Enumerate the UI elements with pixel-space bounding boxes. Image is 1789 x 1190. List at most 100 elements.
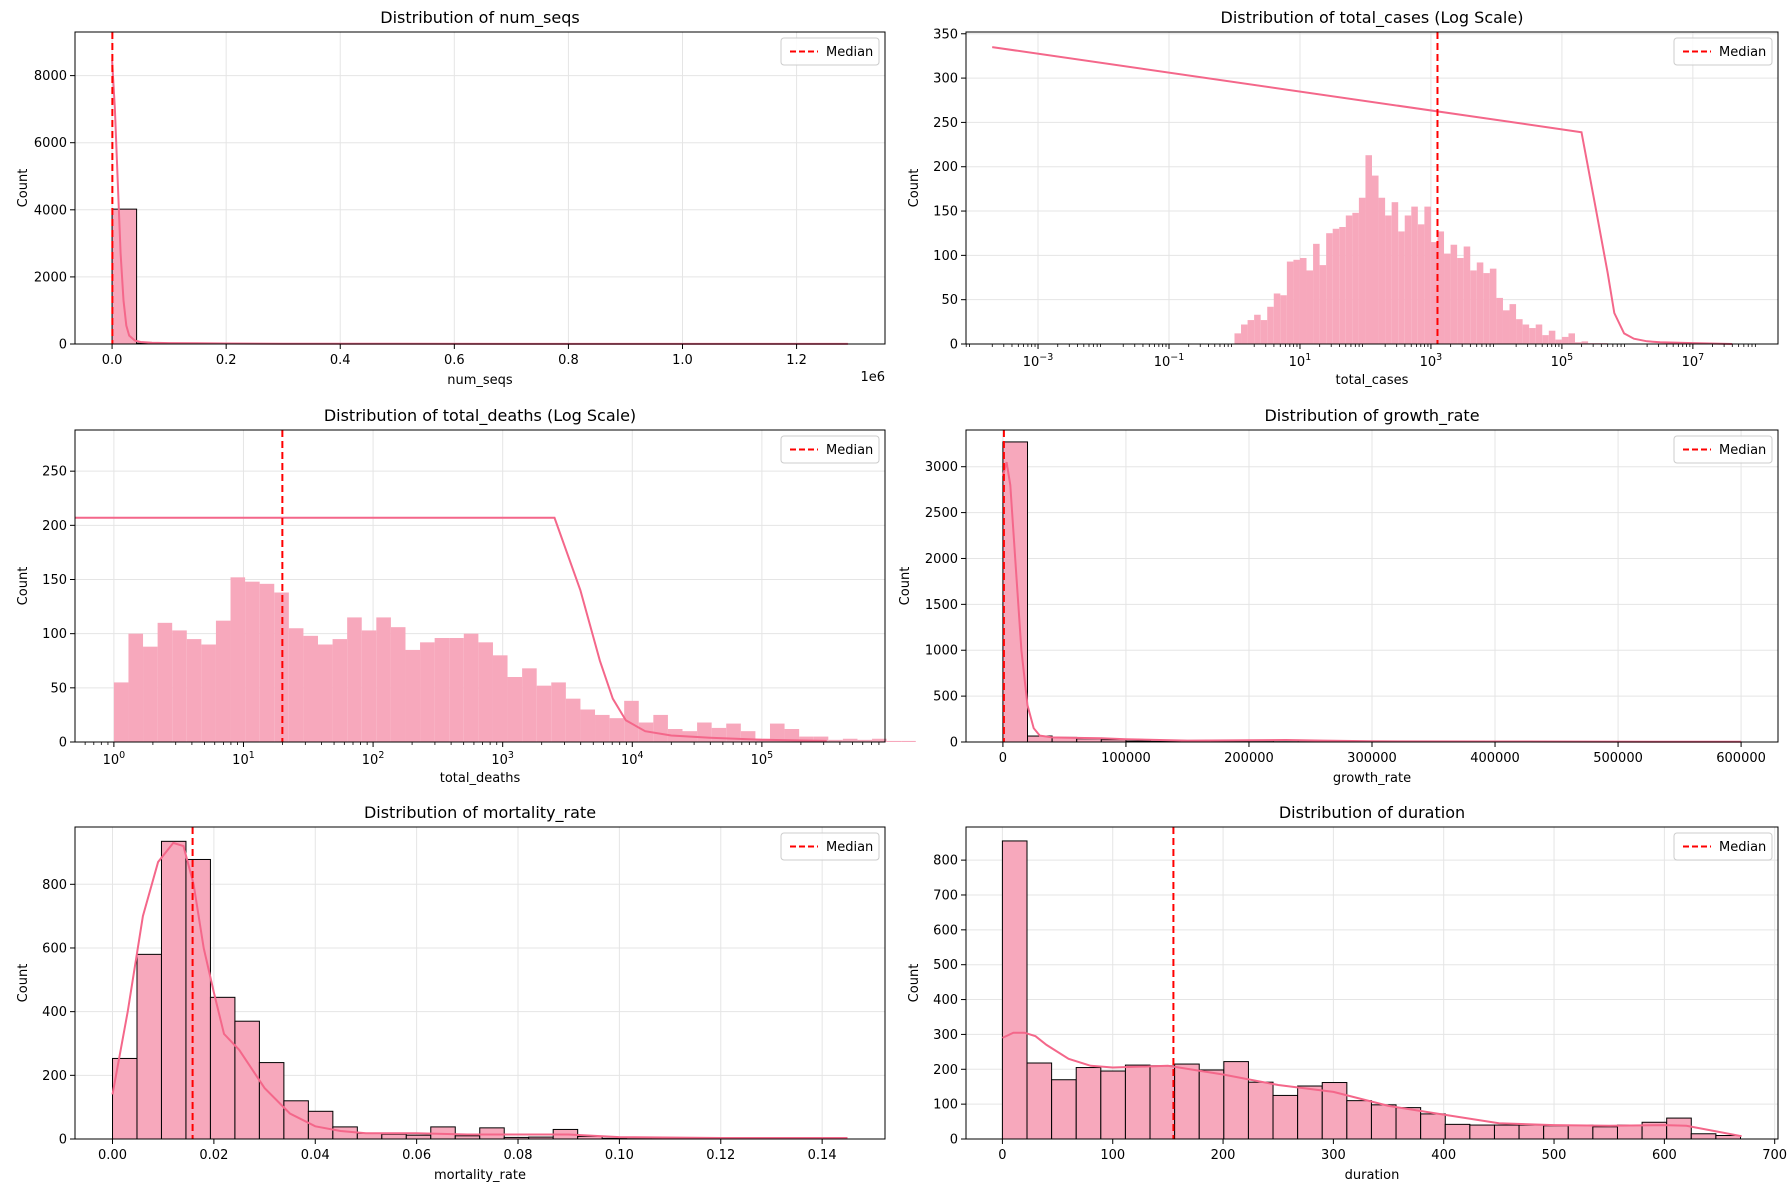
histogram-bar bbox=[1424, 206, 1431, 344]
histogram-bar bbox=[420, 642, 435, 742]
subplot-total-deaths: 100 101 102 103 104 105 0 50 100 150 200 250 Distri… bbox=[16, 406, 916, 786]
histogram-bar bbox=[111, 208, 138, 345]
histogram-bar bbox=[1002, 441, 1029, 743]
histogram-bar bbox=[1332, 228, 1340, 344]
y-axis-label: Count bbox=[16, 567, 31, 606]
histogram-bar bbox=[1247, 1081, 1274, 1140]
histogram-bar bbox=[258, 1062, 285, 1140]
y-tick-label: 0 bbox=[950, 736, 958, 751]
histogram-bar bbox=[1254, 314, 1261, 344]
histogram-bar bbox=[1398, 231, 1405, 344]
y-tick-label: 0 bbox=[950, 338, 958, 353]
legend: Median bbox=[780, 832, 880, 861]
axes-frame bbox=[965, 826, 1779, 1140]
x-tick-label: 0.4 bbox=[330, 353, 351, 368]
y-tick-label: 6000 bbox=[34, 136, 67, 151]
y-ticks: 0 2000 4000 6000 8000 bbox=[34, 69, 75, 353]
x-tick-label: 500000 bbox=[1593, 751, 1643, 766]
axes-frame bbox=[74, 31, 886, 345]
y-tick-label: 250 bbox=[42, 465, 67, 480]
histogram-bar bbox=[769, 723, 785, 742]
legend-box bbox=[1673, 37, 1773, 66]
x-tick-label: 0.02 bbox=[199, 1148, 228, 1163]
x-tick-label: 0.6 bbox=[444, 353, 465, 368]
x-ticks: 0.0 0.2 0.4 0.6 0.8 1.0 1.2 bbox=[102, 344, 807, 368]
y-tick-label: 100 bbox=[42, 627, 67, 642]
histogram-bar bbox=[1420, 1113, 1446, 1140]
histogram-bar bbox=[536, 685, 552, 742]
histogram-bar bbox=[1280, 295, 1287, 344]
histogram-bar bbox=[1378, 197, 1386, 344]
y-tick-label: 350 bbox=[933, 27, 958, 42]
y-tick-label: 150 bbox=[933, 205, 958, 220]
y-ticks: 0 100 200 300 400 500 600 700 800 bbox=[933, 854, 966, 1148]
histogram-bar bbox=[1522, 324, 1530, 344]
x-tick-label: 400000 bbox=[1470, 751, 1520, 766]
histogram-bar bbox=[1568, 333, 1575, 344]
y-tick-label: 4000 bbox=[34, 203, 67, 218]
y-tick-label: 600 bbox=[42, 941, 67, 956]
histogram-bar bbox=[303, 635, 318, 742]
axes-frame bbox=[74, 826, 886, 1140]
subplot-growth-rate: 0 100000 200000 300000 400000 500000 600000 0 50… bbox=[898, 406, 1779, 786]
legend-label: Median bbox=[826, 443, 873, 458]
x-tick-label: 1.0 bbox=[672, 353, 693, 368]
x-tick-label: 0 bbox=[999, 751, 1007, 766]
subplot-num-seqs: 0.0 0.2 0.4 0.6 0.8 1.0 1.2 0 2000 4000 6000 8000 D… bbox=[16, 8, 886, 388]
x-tick-label: 300 bbox=[1321, 1148, 1346, 1163]
legend-label: Median bbox=[826, 45, 873, 60]
histogram-bar bbox=[1260, 320, 1268, 344]
x-tick-label: 105 bbox=[751, 750, 774, 768]
y-tick-label: 400 bbox=[933, 993, 958, 1008]
histogram-bar bbox=[1247, 320, 1255, 344]
histogram-bar bbox=[1149, 1065, 1176, 1140]
histogram-bar bbox=[1273, 293, 1281, 344]
x-ticks: 100 101 102 103 104 105 bbox=[84, 742, 880, 768]
x-tick-label: 0.2 bbox=[216, 353, 237, 368]
x-tick-label: 100 bbox=[1100, 1148, 1125, 1163]
histogram-bar bbox=[1299, 258, 1307, 344]
y-ticks: 0 200 400 600 800 bbox=[42, 878, 75, 1148]
y-tick-label: 100 bbox=[933, 1098, 958, 1113]
histogram-bar bbox=[580, 709, 596, 742]
histogram-bar bbox=[160, 840, 187, 1140]
chart-title: Distribution of total_cases (Log Scale) bbox=[1221, 8, 1524, 28]
histogram-bar bbox=[886, 740, 902, 742]
kde-line bbox=[1001, 461, 1742, 743]
legend-label: Median bbox=[1719, 45, 1766, 60]
y-tick-label: 2000 bbox=[925, 552, 958, 567]
y-tick-label: 8000 bbox=[34, 69, 67, 84]
y-tick-label: 50 bbox=[941, 293, 958, 308]
x-tick-label: 100000 bbox=[1101, 751, 1151, 766]
histogram-bar bbox=[1483, 273, 1490, 344]
histogram-bars bbox=[113, 577, 916, 742]
y-tick-label: 500 bbox=[933, 690, 958, 705]
x-tick-label: 200 bbox=[1211, 1148, 1236, 1163]
axes-frame bbox=[965, 31, 1779, 345]
histogram-bar bbox=[201, 644, 216, 742]
y-tick-label: 200 bbox=[933, 1063, 958, 1078]
histogram-bar bbox=[872, 738, 887, 742]
y-tick-label: 600 bbox=[933, 923, 958, 938]
histogram-bar bbox=[136, 953, 162, 1140]
histogram-bar bbox=[1444, 1123, 1471, 1140]
x-tick-label: 0.10 bbox=[605, 1148, 634, 1163]
plot-area: 0.00 0.02 0.04 0.06 0.08 0.10 0.12 0.14 0 200 400 6… bbox=[42, 826, 886, 1163]
subplot-mortality-rate: 0.00 0.02 0.04 0.06 0.08 0.10 0.12 0.14 0 200 400 6… bbox=[16, 803, 886, 1183]
x-ticks: 10−3 10−1 101 103 105 107 bbox=[965, 344, 1756, 370]
x-tick-label: 101 bbox=[1289, 352, 1312, 370]
histogram-bar bbox=[143, 646, 158, 742]
histogram-bar bbox=[230, 577, 246, 742]
x-tick-label: 0.0 bbox=[102, 353, 123, 368]
histogram-bar bbox=[1555, 339, 1562, 344]
histogram-bar bbox=[522, 668, 537, 742]
plot-area: 100 101 102 103 104 105 0 50 100 150 200 250 bbox=[42, 429, 916, 768]
histogram-bar bbox=[332, 639, 348, 742]
y-axis-label: Count bbox=[16, 169, 31, 208]
x-tick-label: 104 bbox=[621, 750, 644, 768]
histogram-bar bbox=[1502, 310, 1510, 344]
histogram-bar bbox=[361, 630, 377, 742]
histogram-bar bbox=[390, 627, 406, 742]
histogram-bar bbox=[1352, 212, 1359, 344]
